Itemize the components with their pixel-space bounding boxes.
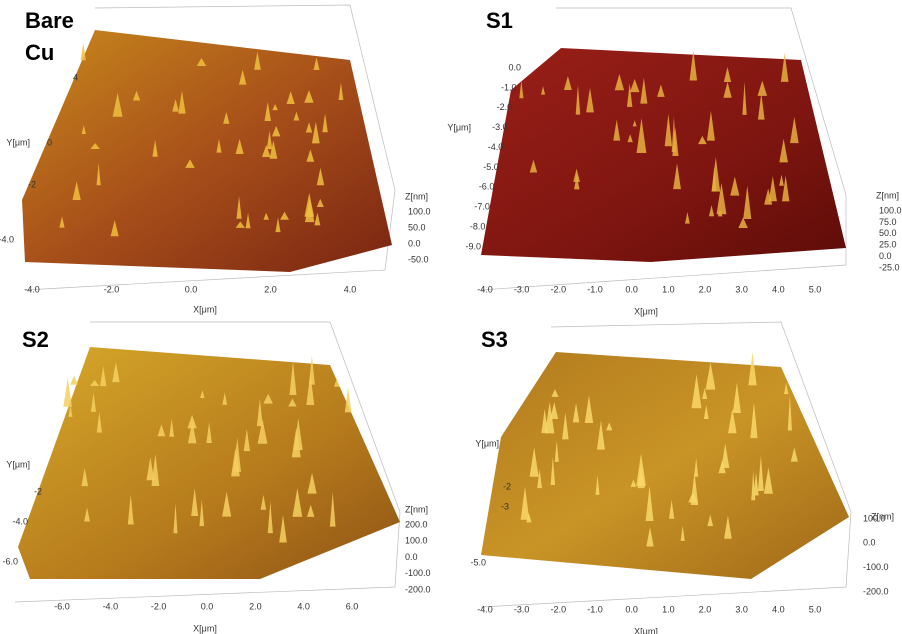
z-tick-label: 200.0 [405, 519, 428, 529]
x-tick-label: -6.0 [54, 601, 70, 611]
y-tick-label: -6.0 [2, 556, 18, 566]
y-tick-label: -6.0 [479, 182, 495, 192]
z-tick-label: 100.0 [408, 206, 431, 216]
x-tick-label: -4.0 [477, 284, 493, 294]
x-tick-label: 0.0 [625, 284, 638, 294]
z-tick-label: -50.0 [408, 254, 429, 264]
x-tick-label: 4.0 [344, 284, 357, 294]
z-tick-label: 50.0 [408, 222, 426, 232]
y-tick-label: 0 [47, 137, 52, 147]
panel: S3 -4.0 -3.0 -2.0 -1.0 0.0 1.0 2.0 3.0 4.0 5.0 X[μm… [470, 322, 894, 634]
x-tick-label: 3.0 [735, 284, 748, 294]
y-axis-label: Y[μm] [6, 137, 30, 147]
spike [70, 376, 78, 385]
z-tick-label: -200.0 [863, 586, 889, 596]
x-tick-label: -4.0 [24, 284, 40, 294]
x-tick-label: 0.0 [201, 601, 214, 611]
spike [63, 378, 72, 407]
y-tick-label: -3 [501, 501, 509, 511]
spike [81, 43, 86, 60]
z-tick-label: 0.0 [408, 238, 421, 248]
y-axis-label: Y[μm] [475, 438, 499, 448]
y-tick-label: -7.0 [474, 202, 490, 212]
z-axis-label: Z[nm] [405, 191, 428, 201]
panel-title: S1 [486, 8, 513, 33]
z-tick-label: 75.0 [879, 217, 897, 227]
x-tick-label: 4.0 [772, 604, 785, 614]
x-tick-label: 3.0 [735, 604, 748, 614]
panel-title: Bare [25, 8, 74, 33]
panel: S1 -4.0 -3.0 -2.0 -1.0 0.0 1.0 2.0 3.0 4.0 5.0 X[μm… [447, 8, 901, 317]
x-tick-label: 1.0 [662, 284, 675, 294]
x-axis-label: X[μm] [193, 623, 217, 633]
panel: S2 -6.0 -4.0 -2.0 0.0 2.0 4.0 6.0 X[μm] 200.0 100.… [2, 322, 430, 633]
z-tick-label: 100.0 [879, 205, 902, 215]
x-tick-label: -2.0 [104, 284, 120, 294]
x-tick-label: 2.0 [699, 604, 712, 614]
x-tick-label: 1.0 [662, 604, 675, 614]
y-tick-label: -5.0 [483, 162, 499, 172]
z-tick-label: -100.0 [863, 562, 889, 572]
panel: Bare Cu -4.0 -2.0 0.0 2.0 4.0 X[μm] 100.0 50.0 0.0… [0, 5, 431, 314]
x-tick-label: 5.0 [809, 604, 822, 614]
x-tick-label: -1.0 [587, 284, 603, 294]
z-axis-label: Z[nm] [876, 190, 899, 200]
x-tick-label: 2.0 [264, 284, 277, 294]
z-tick-label: 25.0 [879, 240, 897, 250]
z-tick-label: -100.0 [405, 568, 431, 578]
panel-title: S2 [22, 327, 49, 352]
x-tick-label: -2.0 [551, 284, 567, 294]
z-tick-label: -200.0 [405, 584, 431, 594]
surface [481, 48, 846, 262]
y-tick-label: -4.0 [488, 142, 504, 152]
y-tick-label: -8.0 [470, 221, 486, 231]
z-axis-label: Z[nm] [871, 511, 894, 521]
surface [22, 30, 392, 272]
spike [345, 387, 352, 412]
z-tick-label: 0.0 [863, 538, 876, 548]
z-tick-label: 0.0 [879, 251, 892, 261]
y-tick-label: -2.0 [497, 102, 513, 112]
y-tick-label: 0.0 [508, 62, 521, 72]
y-tick-label: -9.0 [465, 241, 481, 251]
x-tick-label: 0.0 [625, 604, 638, 614]
x-tick-label: -1.0 [587, 604, 603, 614]
y-tick-label: -4.0 [0, 234, 14, 244]
x-axis-label: X[μm] [634, 626, 658, 634]
figure: Bare Cu -4.0 -2.0 0.0 2.0 4.0 X[μm] 100.0 50.0 0.0… [0, 0, 902, 634]
y-tick-label: -2 [503, 481, 511, 491]
x-tick-label: -2.0 [151, 601, 167, 611]
z-tick-label: -25.0 [879, 262, 900, 272]
x-axis-label: X[μm] [634, 306, 658, 316]
y-tick-label: -5.0 [470, 557, 486, 567]
panel-title: Cu [25, 40, 54, 65]
z-tick-label: 50.0 [879, 228, 897, 238]
x-tick-label: -3.0 [514, 284, 530, 294]
x-tick-label: 2.0 [699, 284, 712, 294]
x-tick-label: -4.0 [103, 601, 119, 611]
z-axis-label: Z[nm] [405, 504, 428, 514]
z-tick-label: 0.0 [405, 552, 418, 562]
x-tick-label: 4.0 [297, 601, 310, 611]
y-axis-label: Y[μm] [6, 459, 30, 469]
y-tick-label: -1.0 [501, 82, 517, 92]
x-axis-label: X[μm] [193, 304, 217, 314]
y-tick-label: -2 [28, 179, 36, 189]
x-tick-label: 0.0 [185, 284, 198, 294]
y-tick-label: -4.0 [12, 516, 28, 526]
y-tick-label: 4 [73, 72, 78, 82]
y-axis-label: Y[μm] [447, 122, 471, 132]
x-tick-label: 2.0 [249, 601, 262, 611]
x-tick-label: -4.0 [477, 604, 493, 614]
y-tick-label: -2 [34, 486, 42, 496]
panel-title: S3 [481, 327, 508, 352]
x-tick-label: 5.0 [809, 284, 822, 294]
z-tick-label: 100.0 [405, 536, 428, 546]
x-tick-label: 6.0 [346, 601, 359, 611]
x-tick-label: 4.0 [772, 284, 785, 294]
y-tick-label: -3.0 [492, 122, 508, 132]
x-tick-label: -2.0 [551, 604, 567, 614]
x-tick-label: -3.0 [514, 604, 530, 614]
